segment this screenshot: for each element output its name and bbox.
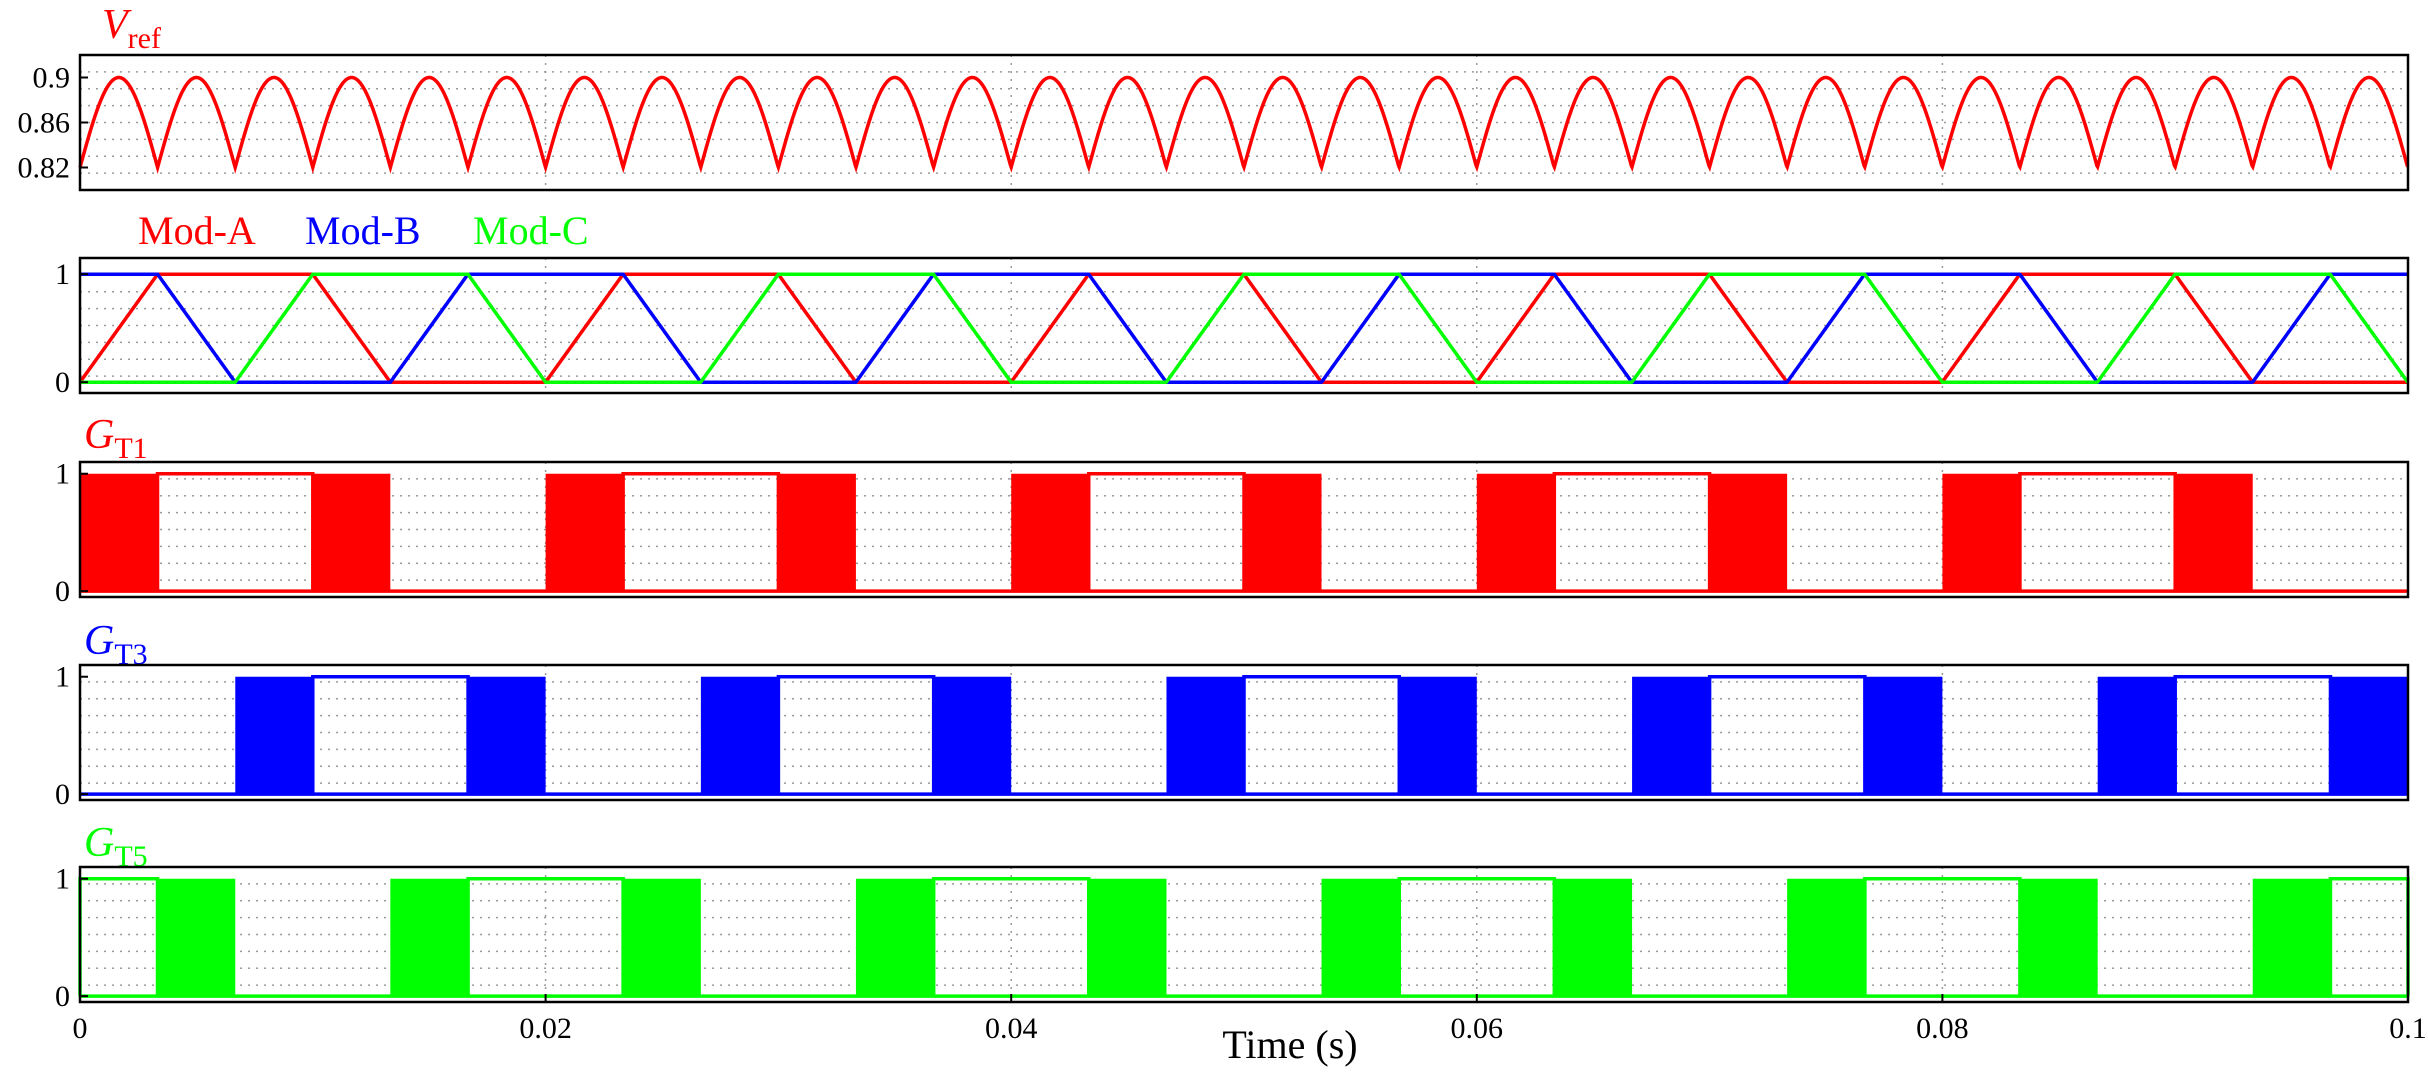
gt5-pwm-block <box>855 878 934 997</box>
x-tick-label: 0 <box>73 1012 88 1045</box>
vref-frame <box>78 53 2410 192</box>
x-axis-label: Time (s) <box>1222 1022 1357 1067</box>
gt3-pwm-block <box>468 676 546 795</box>
gt3-pwm-block <box>700 676 779 795</box>
gt5-pwm-block <box>1321 878 1400 997</box>
legend-mod-a: Mod-A <box>138 208 256 253</box>
gt1-ylabel: GT1 <box>84 412 148 465</box>
gt5-high-pulse <box>1863 876 2022 997</box>
gt3-ylabel: GT3 <box>84 618 148 671</box>
x-tick-label: 0.1 <box>2389 1012 2427 1045</box>
gt1-ytick-label: 0 <box>55 575 70 608</box>
x-tick-label: 0.04 <box>985 1012 1038 1045</box>
gt1-pwm-block <box>545 473 624 592</box>
mod-ytick-label: 0 <box>55 366 70 399</box>
mod-frame <box>78 256 2410 395</box>
gt3-pwm-block <box>1864 676 1943 795</box>
gt1-pwm-block <box>1942 473 2020 592</box>
vref-ytick-label: 0.82 <box>18 152 71 185</box>
gt5-pwm-block <box>2019 878 2098 997</box>
gt5-frame <box>78 865 2410 1004</box>
gt1-pwm-block <box>1709 473 1788 592</box>
gt5-ytick-label: 0 <box>55 980 70 1013</box>
gt3-pwm-block <box>1399 676 1477 795</box>
mod-plot-area <box>80 258 2408 393</box>
panel-gt5: GT5 0 1 <box>55 820 2410 1013</box>
gt5-pwm-block <box>1554 878 1633 997</box>
vref-series-line <box>78 75 2410 174</box>
gt5-pwm-block <box>157 878 236 997</box>
x-tick-label: 0.06 <box>1451 1012 1504 1045</box>
gt1-pwm-block <box>2175 473 2253 592</box>
x-tick-label: 0.02 <box>519 1012 572 1045</box>
vref-ylabel: Vref <box>102 2 161 55</box>
legend-mod-b: Mod-B <box>305 208 421 253</box>
gt3-pwm-block <box>1632 676 1710 795</box>
gt5-pwm-block <box>1787 878 1865 997</box>
gt1-frame <box>78 460 2410 599</box>
gt1-pwm-block <box>1011 473 1089 592</box>
gt5-pwm-block <box>390 878 469 997</box>
vref-ytick-label: 0.9 <box>33 62 71 95</box>
panel-gt3: GT3 0 1 <box>55 618 2410 811</box>
gt3-frame <box>78 663 2410 802</box>
gt5-pwm-block <box>623 878 701 997</box>
x-tick-labels: 0 0.02 0.04 0.06 0.08 0.1 <box>73 994 2427 1045</box>
gt1-pwm-block <box>80 473 158 592</box>
gt3-pwm-block <box>1166 676 1244 795</box>
gt5-high-pulse <box>931 876 1091 997</box>
gt5-high-pulse <box>466 876 625 997</box>
gt1-ytick-label: 1 <box>55 458 70 491</box>
panel-mod: Mod-A Mod-B Mod-C 0 1 <box>55 208 2410 399</box>
gt3-ytick-label: 0 <box>55 778 70 811</box>
gt5-pwm-block <box>2252 878 2331 997</box>
gt5-high-pulse <box>1397 876 1557 997</box>
legend-mod-c: Mod-C <box>473 208 589 253</box>
gt3-pwm-block <box>2097 676 2176 795</box>
panel-vref: Vref 0.82 0.86 0.9 <box>18 2 2410 192</box>
mod-ytick-label: 1 <box>55 258 70 291</box>
gt3-ytick-label: 1 <box>55 661 70 694</box>
gt1-pwm-block <box>1476 473 1555 592</box>
gt5-pwm-block <box>1088 878 1167 997</box>
gt3-pwm-block <box>933 676 1012 795</box>
panel-gt1: GT1 0 1 <box>55 412 2410 608</box>
gt5-ytick-label: 1 <box>55 863 70 896</box>
gt3-pwm-block <box>235 676 313 795</box>
gt1-pwm-block <box>778 473 856 592</box>
gt1-pwm-block <box>312 473 391 592</box>
mod-series-mod-c <box>80 272 2410 384</box>
gt3-pwm-block <box>2330 676 2408 795</box>
x-tick-label: 0.08 <box>1916 1012 1969 1045</box>
vref-ytick-label: 0.86 <box>18 107 71 140</box>
gt5-ylabel: GT5 <box>84 820 148 873</box>
gt1-pwm-block <box>1244 473 1322 592</box>
